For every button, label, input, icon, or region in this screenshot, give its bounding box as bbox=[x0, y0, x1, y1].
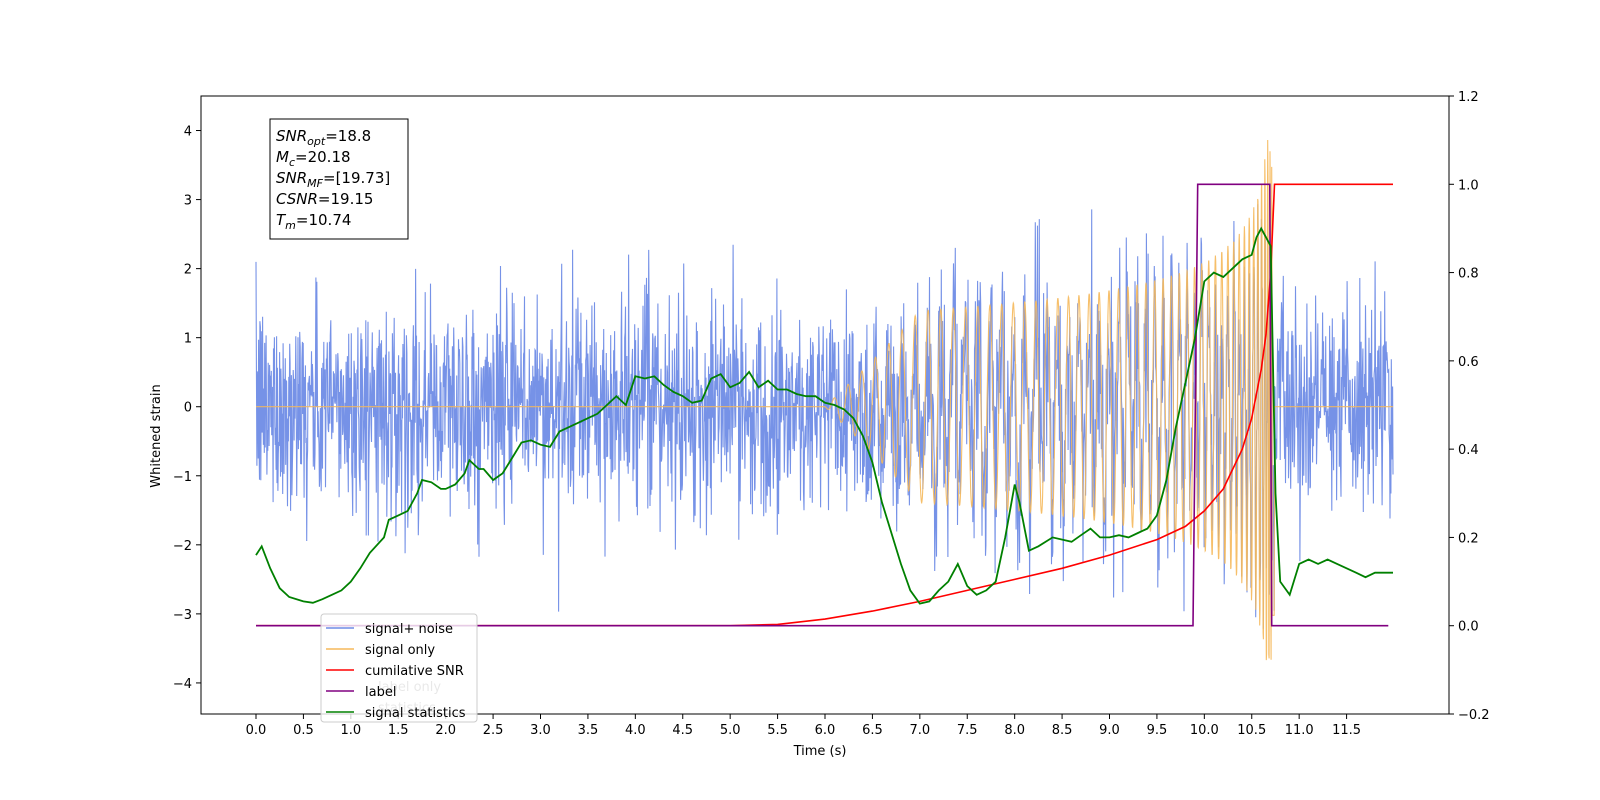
annotation-line: SNRopt=18.8 bbox=[276, 127, 371, 148]
x-tick-label: 3.0 bbox=[530, 723, 551, 738]
x-axis: 0.0 0.5 1.0 1.5 2.0 2.5 3.0 3.5 4.0 4.5 5.0 5.5 6.0 6… bbox=[246, 714, 1361, 738]
x-tick-label: 2.5 bbox=[483, 723, 504, 738]
legend: label onlystatisticssignal+ noisesignal … bbox=[320, 613, 478, 723]
series-signal-statistics bbox=[255, 226, 1393, 605]
x-tick-label: 6.5 bbox=[862, 723, 883, 738]
annotation-box: SNRopt=18.8Mc=20.18SNRMF=[19.73]CSNR=19.… bbox=[269, 118, 409, 240]
y-left-tick-label: 3 bbox=[184, 194, 192, 209]
series-signal-only bbox=[256, 139, 1393, 661]
x-tick-label: 2.0 bbox=[435, 723, 456, 738]
y-axis-label: Whitened strain bbox=[149, 384, 164, 487]
y-left-tick-label: 4 bbox=[184, 125, 192, 140]
y-left-tick-label: 1 bbox=[184, 332, 192, 347]
y-right-tick-label: 0.2 bbox=[1458, 531, 1479, 546]
x-tick-label: 7.0 bbox=[909, 723, 930, 738]
y-right-tick-label: 0.8 bbox=[1458, 267, 1479, 282]
series-cumulative-snr bbox=[256, 183, 1393, 627]
legend-label: cumilative SNR bbox=[365, 664, 464, 679]
y-left-tick-label: −3 bbox=[173, 608, 192, 623]
legend-label: signal+ noise bbox=[365, 622, 453, 637]
x-tick-label: 4.0 bbox=[625, 723, 646, 738]
x-tick-label: 9.5 bbox=[1147, 723, 1168, 738]
x-tick-label: 8.0 bbox=[1004, 723, 1025, 738]
legend-label: signal only bbox=[365, 643, 435, 658]
y-left-tick-label: −1 bbox=[173, 470, 192, 485]
y-axis-right: −0.2 0.0 0.2 0.4 0.6 0.8 1.0 1.2 bbox=[1449, 90, 1490, 723]
y-right-tick-label: 0.0 bbox=[1458, 620, 1479, 635]
legend-frame bbox=[320, 613, 478, 723]
series-layer bbox=[255, 139, 1394, 661]
y-axis-left: −4 −3 −2 −1 0 1 2 3 4 bbox=[173, 125, 201, 692]
x-tick-label: 7.5 bbox=[957, 723, 978, 738]
x-tick-label: 11.0 bbox=[1285, 723, 1314, 738]
x-tick-label: 1.0 bbox=[340, 723, 361, 738]
y-right-tick-label: 1.0 bbox=[1458, 178, 1479, 193]
y-left-tick-label: 2 bbox=[184, 263, 192, 278]
y-right-tick-label: 1.2 bbox=[1458, 90, 1479, 105]
x-tick-label: 0.0 bbox=[246, 723, 267, 738]
x-tick-label: 9.0 bbox=[1099, 723, 1120, 738]
annotation-line: Mc=20.18 bbox=[276, 148, 351, 169]
x-tick-label: 8.5 bbox=[1052, 723, 1073, 738]
legend-label: signal statistics bbox=[365, 706, 466, 721]
annotation-line: SNRMF=[19.73] bbox=[276, 169, 390, 190]
annotation-line: Tm=10.74 bbox=[276, 211, 351, 232]
x-tick-label: 1.5 bbox=[388, 723, 409, 738]
x-tick-label: 3.5 bbox=[578, 723, 599, 738]
x-tick-label: 10.5 bbox=[1237, 723, 1266, 738]
x-tick-label: 11.5 bbox=[1332, 723, 1361, 738]
y-right-tick-label: 0.4 bbox=[1458, 443, 1479, 458]
y-left-tick-label: −2 bbox=[173, 539, 192, 554]
x-axis-label: Time (s) bbox=[793, 744, 847, 759]
annotation-line: CSNR=19.15 bbox=[276, 190, 373, 208]
x-tick-label: 5.0 bbox=[720, 723, 741, 738]
series-label bbox=[256, 183, 1389, 627]
legend-label: label bbox=[365, 685, 396, 700]
y-right-tick-label: 0.6 bbox=[1458, 355, 1479, 370]
x-tick-label: 5.5 bbox=[767, 723, 788, 738]
y-left-tick-label: 0 bbox=[184, 401, 192, 416]
x-tick-label: 6.0 bbox=[815, 723, 836, 738]
y-left-tick-label: −4 bbox=[173, 677, 192, 692]
x-tick-label: 4.5 bbox=[672, 723, 693, 738]
y-right-tick-label: −0.2 bbox=[1458, 708, 1490, 723]
x-tick-label: 10.0 bbox=[1190, 723, 1219, 738]
annotation-box-frame bbox=[269, 118, 409, 240]
x-tick-label: 0.5 bbox=[293, 723, 314, 738]
